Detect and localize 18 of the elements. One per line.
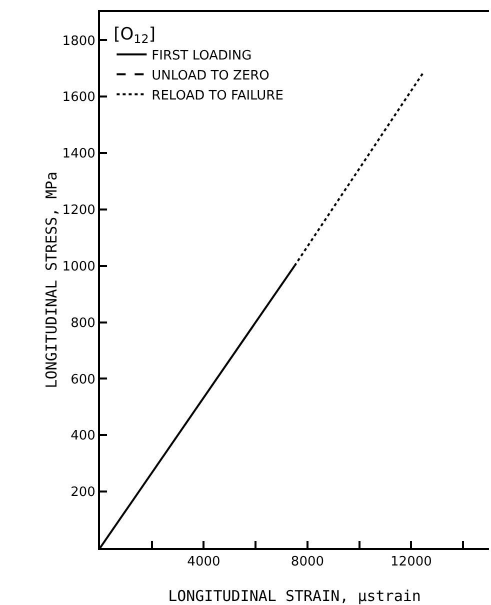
- y-tick-label: 1600: [62, 90, 96, 106]
- y-tick-label: 600: [70, 372, 96, 388]
- y-axis-title: LONGITUDINAL STRESS, MPa: [42, 172, 60, 388]
- x-tick-label: 4000: [187, 554, 220, 570]
- x-axis-title: LONGITUDINAL STRAIN, μstrain: [168, 587, 421, 605]
- legend-title: [O$_{12}$]: [114, 24, 156, 46]
- legend-label: RELOAD TO FAILURE: [152, 88, 284, 104]
- y-tick-label: 1000: [62, 259, 96, 274]
- legend-label: UNLOAD TO ZERO: [152, 68, 270, 84]
- y-tick-label: 800: [70, 316, 96, 331]
- y-tick-label: 1400: [62, 146, 96, 162]
- y-tick-label: 400: [70, 428, 96, 444]
- x-tick-label: 12000: [390, 554, 432, 570]
- legend-label: FIRST LOADING: [152, 48, 252, 64]
- y-tick-label: 200: [70, 485, 96, 500]
- y-tick-label: 1800: [62, 34, 96, 49]
- y-tick-label: 1200: [62, 203, 96, 218]
- x-tick-label: 8000: [290, 554, 324, 570]
